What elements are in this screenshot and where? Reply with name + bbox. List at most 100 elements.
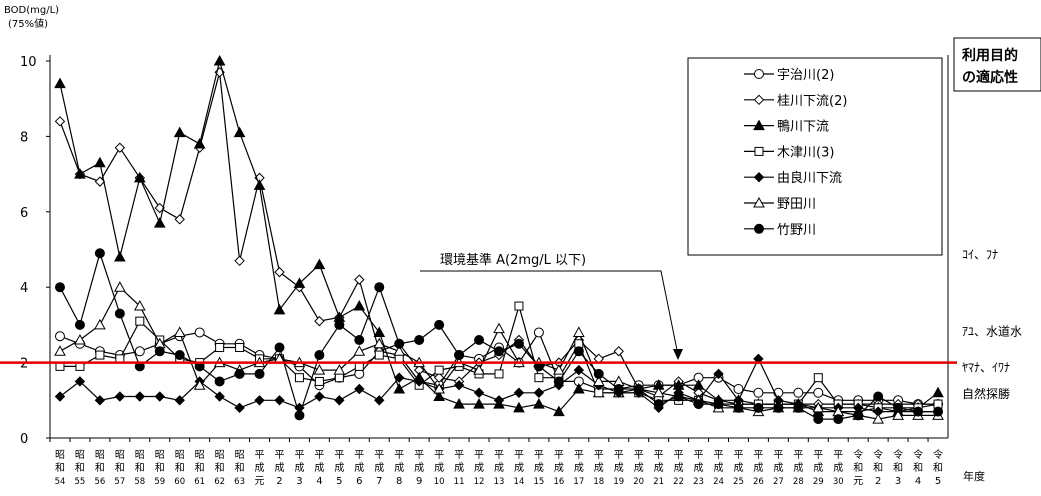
suitability-title-frame	[953, 37, 1041, 92]
x-tick-label: 平成 2	[274, 450, 284, 487]
x-tick-label-part: 28	[793, 477, 804, 487]
x-axis-ticks: 昭和54昭和55昭和56昭和57昭和58昭和59昭和60昭和61昭和62昭和63…	[49, 438, 943, 487]
x-tick-label-part: 平	[694, 450, 704, 461]
x-tick-label-part: 成	[414, 462, 424, 474]
data-point	[733, 383, 744, 394]
x-tick-label-part: 平	[634, 450, 644, 461]
x-tick-label-part: 21	[653, 477, 664, 487]
x-tick-label-part: 18	[593, 477, 604, 487]
x-tick-label-part: 平	[614, 450, 624, 461]
x-tick-label-part: 15	[533, 477, 544, 487]
data-point	[754, 146, 764, 156]
suitability-title-line1: 利用目的	[962, 47, 1018, 64]
legend-item: 由良川下流	[744, 170, 842, 186]
data-point	[753, 387, 764, 398]
legend-label: 宇治川(2)	[777, 68, 834, 83]
data-point	[54, 116, 66, 127]
x-tick-label: 平成 18	[593, 450, 604, 487]
x-tick-label-part: 令	[913, 448, 923, 461]
x-tick-label: 昭和 60	[174, 449, 185, 487]
x-tick-label: 平成 17	[573, 450, 584, 487]
x-tick-label-part: 成	[554, 462, 564, 474]
data-point	[94, 176, 106, 187]
data-point	[314, 376, 324, 386]
data-point	[54, 331, 65, 342]
data-point	[234, 368, 245, 379]
legend-label: 桂川下流(2)	[777, 94, 847, 109]
data-point	[173, 326, 186, 337]
x-tick-label: 平成元	[255, 450, 265, 487]
x-tick-label: 昭和 56	[94, 449, 105, 487]
x-tick-label-part: 4	[316, 476, 322, 487]
x-tick-label-part: 26	[753, 477, 764, 487]
data-point	[254, 395, 265, 406]
data-point	[154, 346, 165, 357]
data-point	[473, 364, 485, 375]
x-tick-label: 昭和 59	[154, 449, 165, 487]
data-point	[793, 387, 804, 398]
data-point	[753, 171, 765, 183]
data-point	[754, 69, 764, 79]
x-tick-label-part: 23	[693, 477, 704, 487]
data-point	[353, 345, 366, 356]
x-tick-label-part: 63	[234, 477, 245, 487]
x-tick-label-part: 和	[215, 462, 225, 474]
data-point	[354, 274, 365, 285]
suitability-label: ﾔﾏﾅ、ｲﾜﾅ	[962, 360, 1010, 374]
data-point	[394, 372, 405, 383]
data-point	[253, 179, 266, 190]
x-tick-label: 平成 14	[514, 450, 525, 487]
data-point	[54, 391, 66, 402]
data-point	[414, 334, 425, 345]
x-tick-label-part: 昭	[195, 449, 205, 461]
x-tick-label-part: 昭	[95, 449, 105, 461]
x-tick-label-part: 平	[793, 450, 803, 461]
x-tick-label-part: 5	[935, 476, 941, 487]
x-tick-label: 平成 28	[793, 450, 804, 487]
data-point	[334, 395, 345, 406]
data-point	[514, 301, 524, 311]
data-point	[274, 266, 285, 278]
data-point	[354, 383, 365, 395]
x-tick-label: 令和 4	[913, 448, 923, 487]
x-tick-label-part: 成	[793, 462, 803, 474]
x-tick-label-part: 和	[135, 462, 145, 474]
x-tick-label-part: 29	[813, 477, 824, 487]
x-tick-label: 令和 5	[933, 448, 943, 487]
data-point	[893, 402, 904, 413]
x-tick-label: 昭和 63	[234, 449, 245, 487]
data-point	[273, 303, 286, 315]
x-tick-label-part: 令	[873, 448, 883, 461]
legend-label: 鴨川下流	[777, 120, 829, 135]
legend-item: 桂川下流(2)	[744, 94, 847, 109]
data-point	[613, 346, 624, 357]
data-point	[294, 373, 304, 383]
x-tick-label-part: 和	[195, 462, 205, 474]
data-point	[553, 364, 565, 375]
data-point	[374, 350, 384, 360]
x-tick-label-part: 19	[613, 477, 624, 487]
y-tick-label: 10	[20, 55, 37, 70]
x-tick-label-part: 令	[933, 448, 943, 461]
x-tick-label-part: 成	[833, 462, 843, 474]
x-tick-label-part: 54	[55, 477, 66, 487]
legend-label: 竹野川	[777, 223, 816, 238]
data-point	[673, 391, 684, 402]
data-point	[95, 350, 105, 360]
legend-item: 鴨川下流	[744, 119, 829, 135]
data-point	[74, 376, 86, 387]
data-point	[54, 345, 66, 356]
x-tick-label-part: 平	[594, 450, 604, 461]
data-point	[94, 156, 106, 168]
y-tick-label: 2	[20, 357, 28, 372]
x-tick-label-part: 58	[134, 477, 145, 487]
data-point	[553, 405, 565, 417]
x-tick-label-part: 3	[895, 476, 901, 487]
data-point	[294, 410, 305, 421]
x-tick-label-part: 平	[334, 450, 344, 461]
data-point	[215, 343, 225, 353]
x-tick-label-part: 平	[654, 450, 664, 461]
data-point	[334, 319, 345, 330]
x-tick-label-part: 61	[194, 477, 205, 487]
data-point	[153, 217, 166, 228]
